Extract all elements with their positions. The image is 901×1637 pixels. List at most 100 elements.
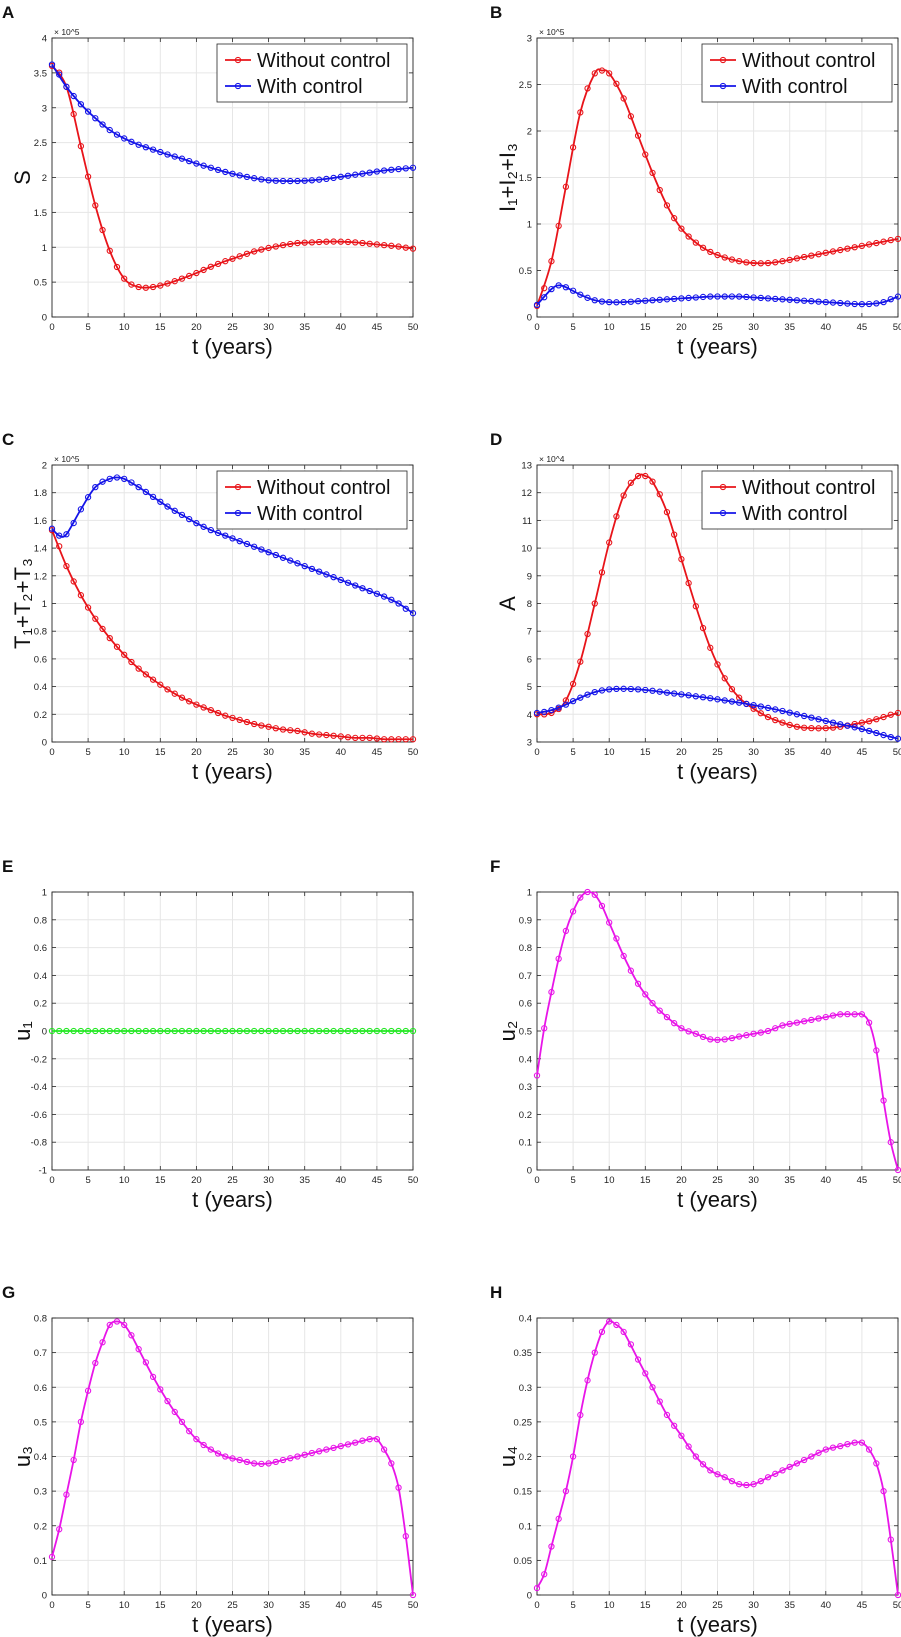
data-marker — [851, 300, 858, 308]
data-marker — [92, 115, 99, 122]
data-marker — [844, 1441, 851, 1448]
data-marker — [772, 706, 779, 713]
data-marker — [750, 705, 757, 712]
data-marker — [84, 494, 92, 501]
y-tick-label: 2.5 — [519, 80, 532, 91]
data-marker — [279, 242, 287, 249]
data-marker — [786, 1020, 793, 1028]
series-c-1 — [48, 526, 417, 743]
data-marker — [606, 539, 613, 546]
data-marker — [56, 1027, 63, 1035]
data-marker — [844, 300, 851, 307]
data-marker — [649, 169, 656, 176]
x-axis-label-d: t (years) — [677, 759, 758, 784]
data-marker — [728, 293, 736, 300]
data-marker — [193, 520, 200, 527]
data-marker — [236, 1456, 243, 1464]
data-marker — [699, 624, 707, 632]
data-marker — [402, 605, 409, 612]
data-marker — [272, 177, 279, 184]
data-marker — [699, 244, 707, 251]
data-marker — [714, 251, 721, 259]
x-tick-label: 45 — [372, 1175, 383, 1186]
axes-box-g — [51, 1317, 414, 1596]
legend-box — [701, 470, 893, 530]
data-marker — [880, 1097, 887, 1104]
data-marker — [663, 296, 671, 303]
data-marker — [106, 475, 113, 482]
x-tick-label: 0 — [49, 1175, 54, 1186]
data-marker — [373, 1027, 381, 1035]
panel-label-b: B — [490, 3, 502, 22]
y-tick-label: 1.6 — [34, 516, 47, 527]
x-tick-label: 20 — [676, 1600, 687, 1611]
data-marker — [229, 170, 236, 177]
data-marker — [642, 1370, 649, 1377]
data-marker — [149, 146, 157, 153]
x-tick-label: 45 — [857, 747, 868, 758]
data-marker — [99, 1027, 106, 1035]
data-marker — [613, 935, 620, 942]
y-tick-label: 1 — [42, 599, 47, 610]
data-marker — [243, 250, 251, 257]
data-marker — [627, 479, 635, 486]
data-marker — [272, 243, 279, 250]
series-line — [51, 64, 414, 182]
x-tick-label: 30 — [263, 747, 274, 758]
data-marker — [200, 1441, 207, 1449]
data-marker — [193, 160, 200, 167]
data-marker — [634, 1356, 642, 1363]
data-marker — [808, 714, 815, 721]
data-marker — [779, 719, 786, 726]
data-marker — [113, 263, 121, 271]
data-marker — [236, 716, 243, 723]
x-tick-label: 25 — [227, 1600, 238, 1611]
x-tick-label: 30 — [748, 747, 759, 758]
data-marker — [92, 1359, 99, 1367]
data-marker — [164, 503, 171, 510]
data-marker — [222, 168, 229, 176]
data-marker — [171, 1027, 178, 1035]
data-marker — [77, 592, 85, 599]
y-tick-label: 7 — [527, 627, 532, 638]
data-marker — [63, 1027, 70, 1035]
y-tick-label: 0.5 — [519, 266, 532, 277]
y-tick-label: 0.2 — [519, 1110, 532, 1121]
y-tick-label: 0.4 — [519, 1054, 532, 1065]
data-marker — [388, 596, 395, 603]
data-marker — [164, 280, 171, 287]
data-marker — [800, 1018, 808, 1025]
data-marker — [157, 282, 164, 289]
x-tick-label: 30 — [748, 1600, 759, 1611]
x-axis-label-b: t (years) — [677, 334, 758, 359]
data-marker — [178, 511, 186, 519]
x-axis-label-f: t (years) — [677, 1187, 758, 1212]
legend-entry: With control — [257, 503, 363, 525]
data-marker — [764, 713, 772, 721]
data-marker — [359, 734, 366, 741]
panel-b: B 0 5 10 15 20 25 30 35 40 45 50 0 0.5 1 1.5 2 2.5 3 × 10^5… — [490, 3, 901, 359]
data-marker — [337, 238, 344, 245]
y-tick-label: 0 — [42, 1027, 47, 1038]
x-tick-label: 15 — [155, 1600, 166, 1611]
data-marker — [714, 1471, 721, 1478]
x-tick-label: 45 — [372, 322, 383, 333]
data-marker — [178, 155, 186, 162]
data-marker — [352, 239, 359, 246]
data-marker — [743, 700, 750, 708]
data-marker — [366, 1027, 373, 1035]
y-axis-label-e: u₁ — [10, 1021, 35, 1041]
data-marker — [887, 711, 894, 718]
data-marker — [308, 177, 316, 184]
data-marker — [678, 556, 685, 563]
legend-b: Without control With control — [701, 43, 893, 103]
x-axis-label-c: t (years) — [192, 759, 273, 784]
data-marker — [714, 696, 721, 703]
data-marker — [736, 293, 743, 300]
data-marker — [569, 287, 577, 294]
data-marker — [157, 1027, 164, 1035]
data-marker — [92, 615, 99, 622]
data-marker — [598, 67, 606, 74]
data-marker — [63, 531, 70, 538]
panel-f: F 0 5 10 15 20 25 30 35 40 45 50 0 0.1 0.2 0.3 0.4 0.5 0.6… — [490, 857, 901, 1212]
